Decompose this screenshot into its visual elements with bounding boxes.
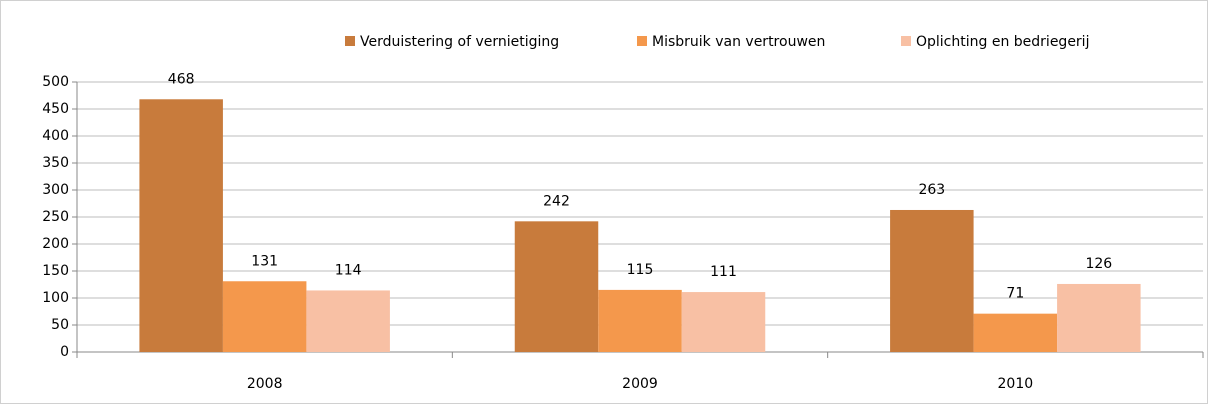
data-label: 468	[168, 71, 195, 87]
y-tick-label: 200	[42, 236, 69, 252]
y-tick-label: 450	[42, 101, 69, 117]
data-label: 131	[251, 253, 278, 269]
legend-swatch	[901, 36, 911, 46]
bar	[681, 292, 766, 352]
bar	[514, 221, 599, 352]
x-tick-label: 2010	[998, 376, 1034, 392]
data-label: 114	[335, 262, 362, 278]
bar	[598, 289, 682, 352]
y-tick-label: 100	[42, 290, 69, 306]
x-tick-label: 2008	[247, 376, 283, 392]
data-label: 126	[1085, 256, 1112, 272]
bar	[139, 99, 223, 352]
bar	[306, 290, 390, 352]
x-tick-label: 2009	[622, 376, 658, 392]
y-tick-label: 500	[42, 74, 69, 90]
legend-label: Misbruik van vertrouwen	[652, 34, 825, 50]
legend-label: Oplichting en bedriegerij	[916, 34, 1089, 50]
y-tick-label: 400	[42, 128, 69, 144]
legend-swatch	[637, 36, 647, 46]
y-tick-label: 50	[51, 317, 69, 333]
y-tick-label: 150	[42, 263, 69, 279]
data-label: 242	[543, 193, 570, 209]
y-tick-label: 0	[60, 344, 69, 360]
data-label: 111	[710, 264, 737, 280]
data-label: 115	[627, 262, 654, 278]
y-tick-label: 350	[42, 155, 69, 171]
y-tick-label: 250	[42, 209, 69, 225]
y-tick-label: 300	[42, 182, 69, 198]
bar	[1057, 283, 1141, 352]
bar	[890, 209, 974, 352]
bar	[222, 281, 307, 352]
bar	[973, 313, 1058, 352]
data-label: 71	[1006, 286, 1024, 302]
data-label: 263	[918, 182, 945, 198]
legend-label: Verduistering of vernietiging	[360, 34, 559, 50]
legend-swatch	[345, 36, 355, 46]
